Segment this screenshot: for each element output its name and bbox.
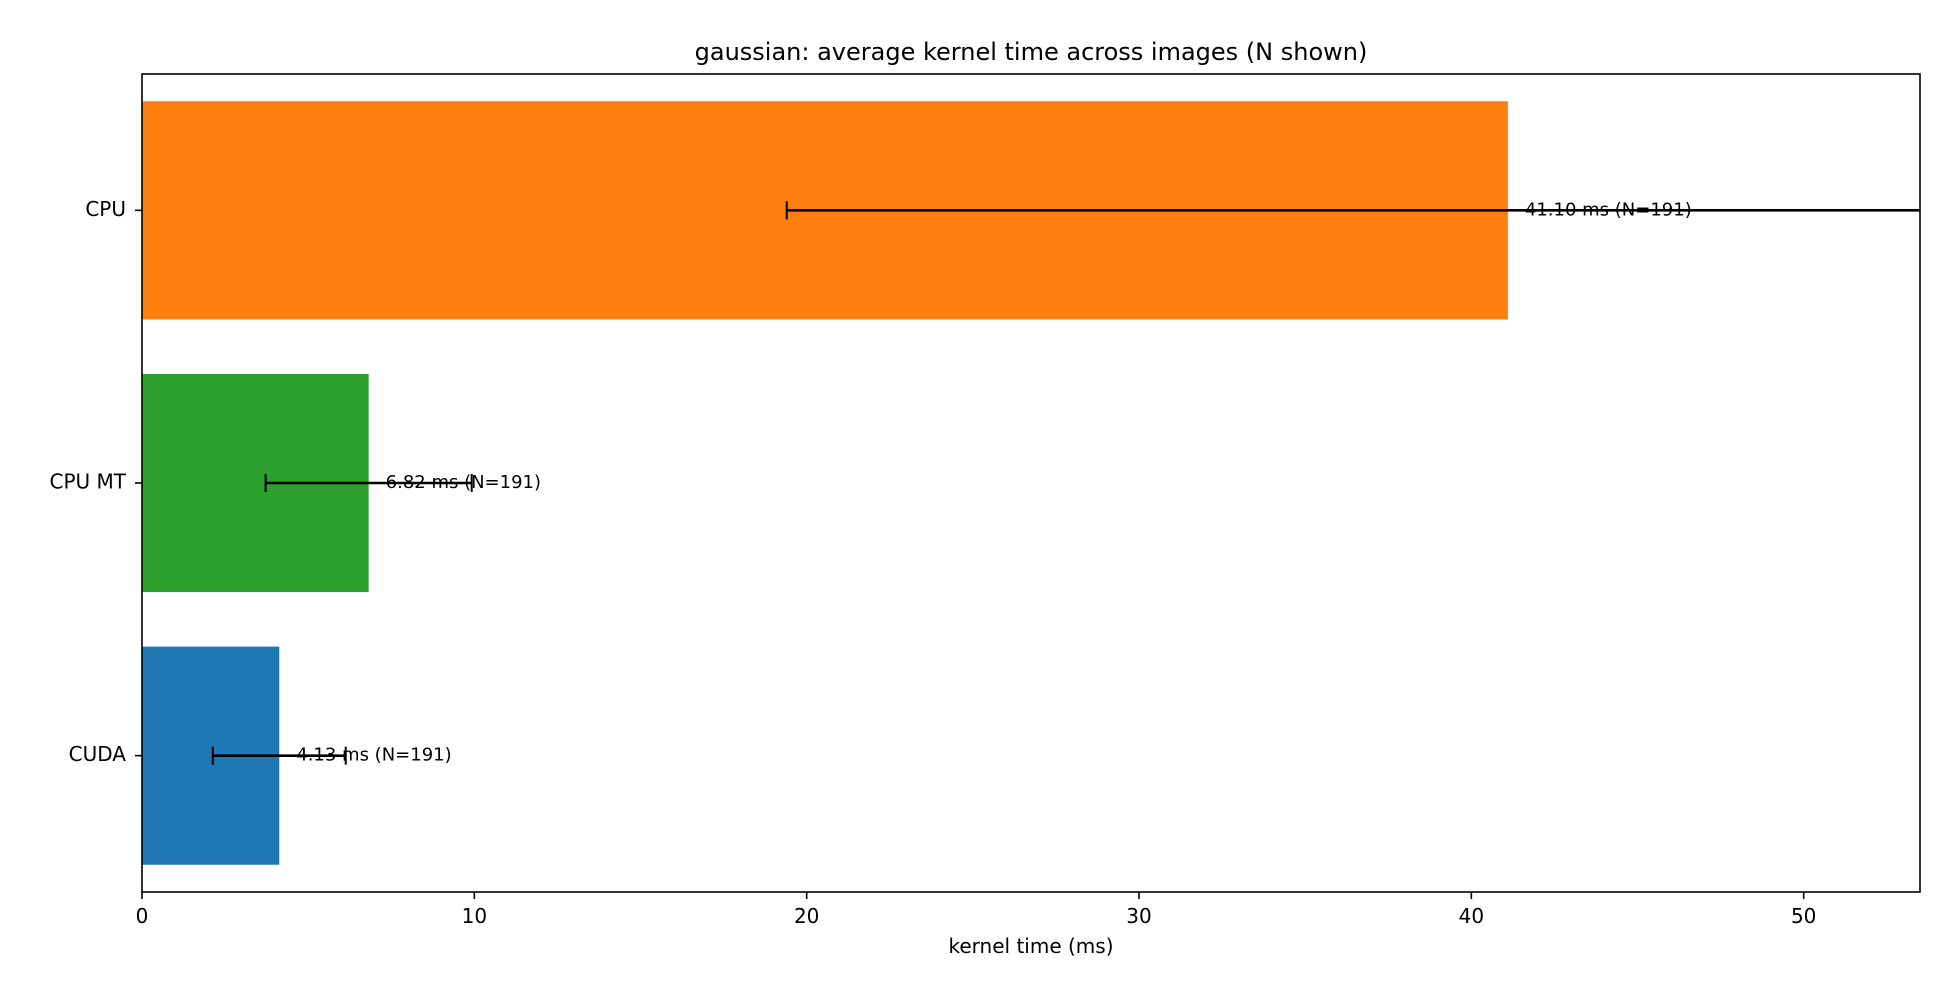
data-labels-group: 41.10 ms (N=191) 6.82 ms (N=191) 4.13 ms (… bbox=[296, 199, 1691, 765]
chart-title: gaussian: average kernel time across ima… bbox=[695, 38, 1368, 66]
y-tick-label: CPU MT bbox=[50, 470, 127, 494]
x-axis-label: kernel time (ms) bbox=[949, 934, 1114, 958]
x-tick-label: 40 bbox=[1459, 904, 1484, 928]
x-axis-ticks: 0 10 20 30 40 50 bbox=[136, 892, 1816, 928]
error-bars-group bbox=[211, 201, 1920, 765]
y-tick-label: CUDA bbox=[69, 742, 127, 766]
data-label: 4.13 ms (N=191) bbox=[296, 745, 451, 766]
x-tick-label: 10 bbox=[462, 904, 487, 928]
x-tick-label: 20 bbox=[794, 904, 819, 928]
y-tick-label: CPU bbox=[85, 197, 126, 221]
data-label: 6.82 ms (N=191) bbox=[386, 472, 541, 493]
y-axis-ticks: CPU CPU MT CUDA bbox=[50, 197, 142, 766]
x-tick-label: 0 bbox=[136, 904, 149, 928]
x-tick-label: 50 bbox=[1791, 904, 1816, 928]
x-tick-label: 30 bbox=[1126, 904, 1151, 928]
data-label: 41.10 ms (N=191) bbox=[1525, 199, 1692, 220]
